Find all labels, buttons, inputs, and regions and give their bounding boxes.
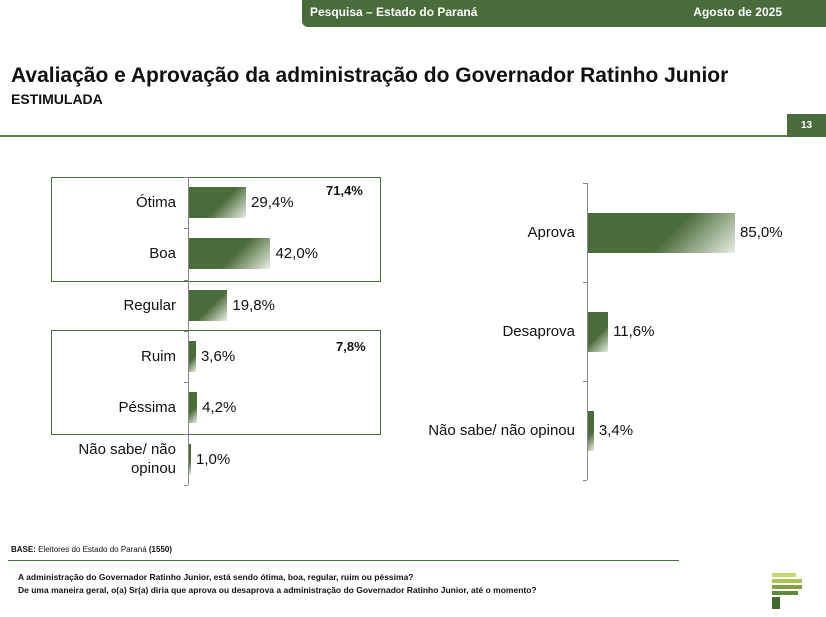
evaluation-value-label: 42,0% (275, 245, 319, 263)
approval-category-label: Aprova (527, 224, 575, 241)
approval-value-label: 3,4% (598, 422, 634, 439)
evaluation-bar (189, 187, 247, 219)
base-text: Eleitores do Estado do Paraná (38, 545, 147, 554)
evaluation-value-label: 29,4% (251, 194, 294, 212)
approval-bar (588, 410, 594, 451)
header-bar: Pesquisa – Estado do Paraná Agosto de 20… (302, 0, 826, 27)
approval-value-label: 11,6% (613, 323, 655, 340)
approval-axis-tick (583, 183, 587, 184)
evaluation-category-label: Ruim (140, 348, 176, 366)
evaluation-value-label: 19,8% (232, 296, 275, 314)
evaluation-axis-tick (184, 279, 188, 281)
page-subtitle: ESTIMULADA (11, 91, 103, 107)
negative-group-frame (51, 330, 381, 435)
question-1: A administração do Governador Ratinho Ju… (18, 572, 414, 582)
approval-axis-tick (583, 282, 587, 283)
evaluation-axis-tick (184, 330, 188, 332)
approval-axis-tick (583, 480, 587, 481)
approval-bar (588, 311, 609, 352)
title-divider (0, 135, 826, 137)
evaluation-value-label: 4,2% (202, 399, 237, 417)
evaluation-value-label: 3,6% (200, 348, 236, 366)
positive-group-frame (51, 177, 381, 282)
evaluation-bar (189, 341, 196, 373)
survey-date: Agosto de 2025 (693, 5, 782, 19)
negative-group-total: 7,8% (336, 339, 366, 354)
evaluation-axis-tick (184, 382, 188, 384)
evaluation-axis-tick (184, 177, 188, 178)
question-2: De uma maneira geral, o(a) Sr(a) diria q… (18, 585, 537, 595)
page-number: 13 (787, 114, 826, 137)
positive-group-total: 71,4% (326, 183, 363, 198)
evaluation-category-label: Ótima (135, 194, 176, 212)
approval-value-label: 85,0% (740, 224, 783, 241)
approval-category-label: Não sabe/ não opinou (428, 422, 575, 439)
evaluation-axis-tick (184, 228, 188, 230)
company-logo (772, 573, 802, 609)
evaluation-axis (188, 177, 189, 485)
evaluation-bar (189, 443, 191, 475)
page-title: Avaliação e Aprovação da administração d… (11, 64, 729, 87)
approval-axis-tick (583, 381, 587, 382)
base-note: BASE: Eleitores do Estado do Paraná (155… (11, 545, 172, 554)
evaluation-axis-tick (184, 484, 188, 486)
evaluation-bar (189, 238, 271, 270)
footer-divider (8, 560, 679, 561)
evaluation-category-label: Péssima (118, 399, 176, 417)
evaluation-category-label: Regular (123, 296, 176, 314)
evaluation-value-label: 1,0% (196, 450, 231, 468)
evaluation-category-label: Boa (149, 245, 176, 263)
evaluation-category-label: Não sabe/ não opinou (78, 441, 176, 478)
base-count: (1550) (148, 545, 172, 554)
evaluation-bar (189, 392, 198, 424)
base-label: BASE: (11, 545, 36, 554)
approval-category-label: Desaprova (502, 323, 575, 340)
approval-axis (587, 183, 588, 480)
approval-bar (588, 212, 736, 253)
evaluation-axis-tick (184, 433, 188, 435)
survey-label: Pesquisa – Estado do Paraná (310, 5, 478, 19)
evaluation-bar (189, 289, 228, 321)
